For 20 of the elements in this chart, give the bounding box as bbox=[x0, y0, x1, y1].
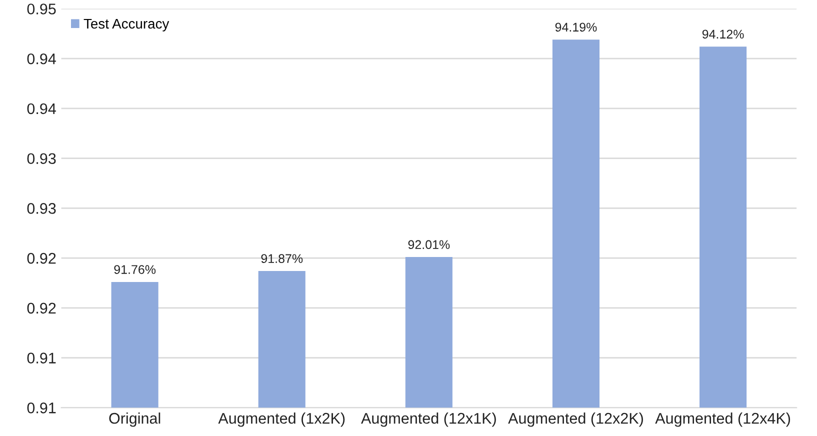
y-tick-label: 0.95 bbox=[27, 4, 56, 14]
data-label: 94.19% bbox=[555, 22, 597, 32]
y-tick-label: 0.93 bbox=[27, 153, 56, 164]
y-tick-label: 0.93 bbox=[27, 203, 56, 214]
data-label: 92.01% bbox=[408, 240, 450, 250]
y-tick-label: 0.94 bbox=[27, 103, 56, 114]
x-tick-label: Original bbox=[109, 412, 160, 427]
y-tick-label: 0.91 bbox=[27, 352, 56, 364]
y-tick-label: 0.92 bbox=[27, 302, 56, 314]
x-tick-label: Augmented (12x1K) bbox=[361, 412, 496, 427]
data-label: 91.76% bbox=[114, 265, 156, 274]
x-tick-label: Augmented (12x4K) bbox=[655, 412, 790, 427]
data-label: 94.12% bbox=[702, 30, 744, 39]
y-tick-label: 0.92 bbox=[27, 252, 56, 264]
data-label: 91.87% bbox=[261, 254, 303, 263]
y-tick-label: 0.91 bbox=[27, 402, 56, 414]
x-tick-label: Augmented (1x2K) bbox=[218, 412, 345, 427]
y-tick-label: 0.94 bbox=[27, 53, 56, 64]
x-tick-label: Augmented (12x2K) bbox=[508, 412, 643, 427]
legend-label: Test Accuracy bbox=[84, 18, 170, 32]
